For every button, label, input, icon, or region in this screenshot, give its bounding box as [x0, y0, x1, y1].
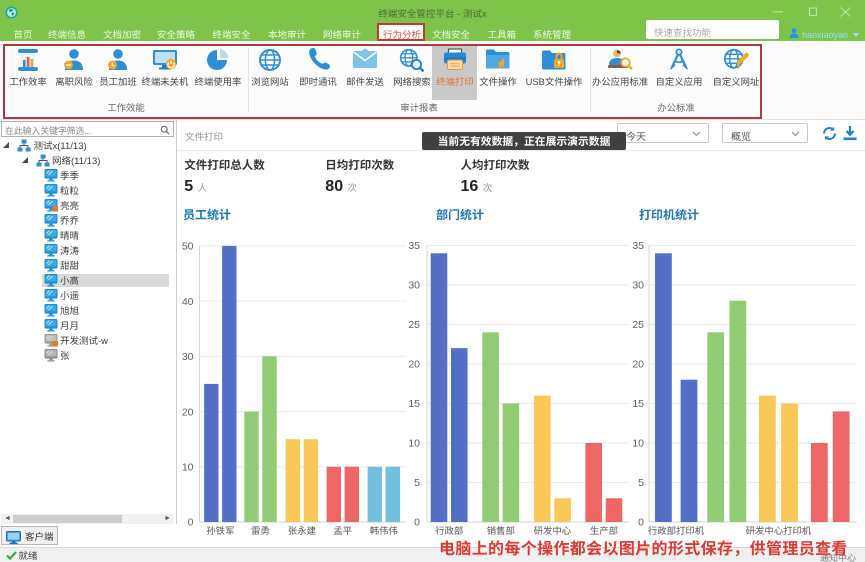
svg-text:0: 0 [638, 515, 644, 530]
svg-text:5: 5 [638, 475, 644, 490]
svg-text:35: 35 [632, 238, 644, 253]
svg-text:孙铁军: 孙铁军 [206, 523, 234, 537]
svg-text:20: 20 [408, 357, 420, 372]
svg-text:行政部: 行政部 [435, 523, 463, 537]
svg-text:5: 5 [414, 475, 420, 490]
svg-text:雷勇: 雷勇 [251, 523, 270, 537]
svg-text:25: 25 [632, 317, 644, 332]
svg-text:孟平: 孟平 [333, 523, 352, 537]
svg-text:40: 40 [182, 294, 194, 309]
svg-text:20: 20 [632, 357, 644, 372]
svg-text:行政部打印机: 行政部打印机 [648, 523, 705, 537]
svg-text:15: 15 [408, 396, 420, 411]
svg-text:张永建: 张永建 [288, 523, 316, 537]
svg-text:35: 35 [408, 238, 420, 253]
svg-text:销售部: 销售部 [487, 523, 515, 537]
svg-text:生产部: 生产部 [590, 523, 618, 537]
svg-text:10: 10 [632, 436, 644, 451]
svg-text:韩伟伟: 韩伟伟 [370, 523, 398, 537]
svg-text:30: 30 [408, 278, 420, 293]
svg-text:50: 50 [182, 239, 194, 254]
svg-text:研发中心: 研发中心 [534, 523, 572, 537]
svg-text:20: 20 [182, 404, 194, 419]
svg-text:研发中心打印机: 研发中心打印机 [746, 523, 812, 537]
svg-text:10: 10 [408, 436, 420, 451]
svg-text:30: 30 [182, 349, 194, 364]
svg-text:30: 30 [632, 278, 644, 293]
svg-text:25: 25 [408, 317, 420, 332]
svg-text:15: 15 [632, 396, 644, 411]
svg-text:0: 0 [188, 515, 194, 530]
svg-text:0: 0 [414, 515, 420, 530]
svg-text:10: 10 [182, 460, 194, 475]
